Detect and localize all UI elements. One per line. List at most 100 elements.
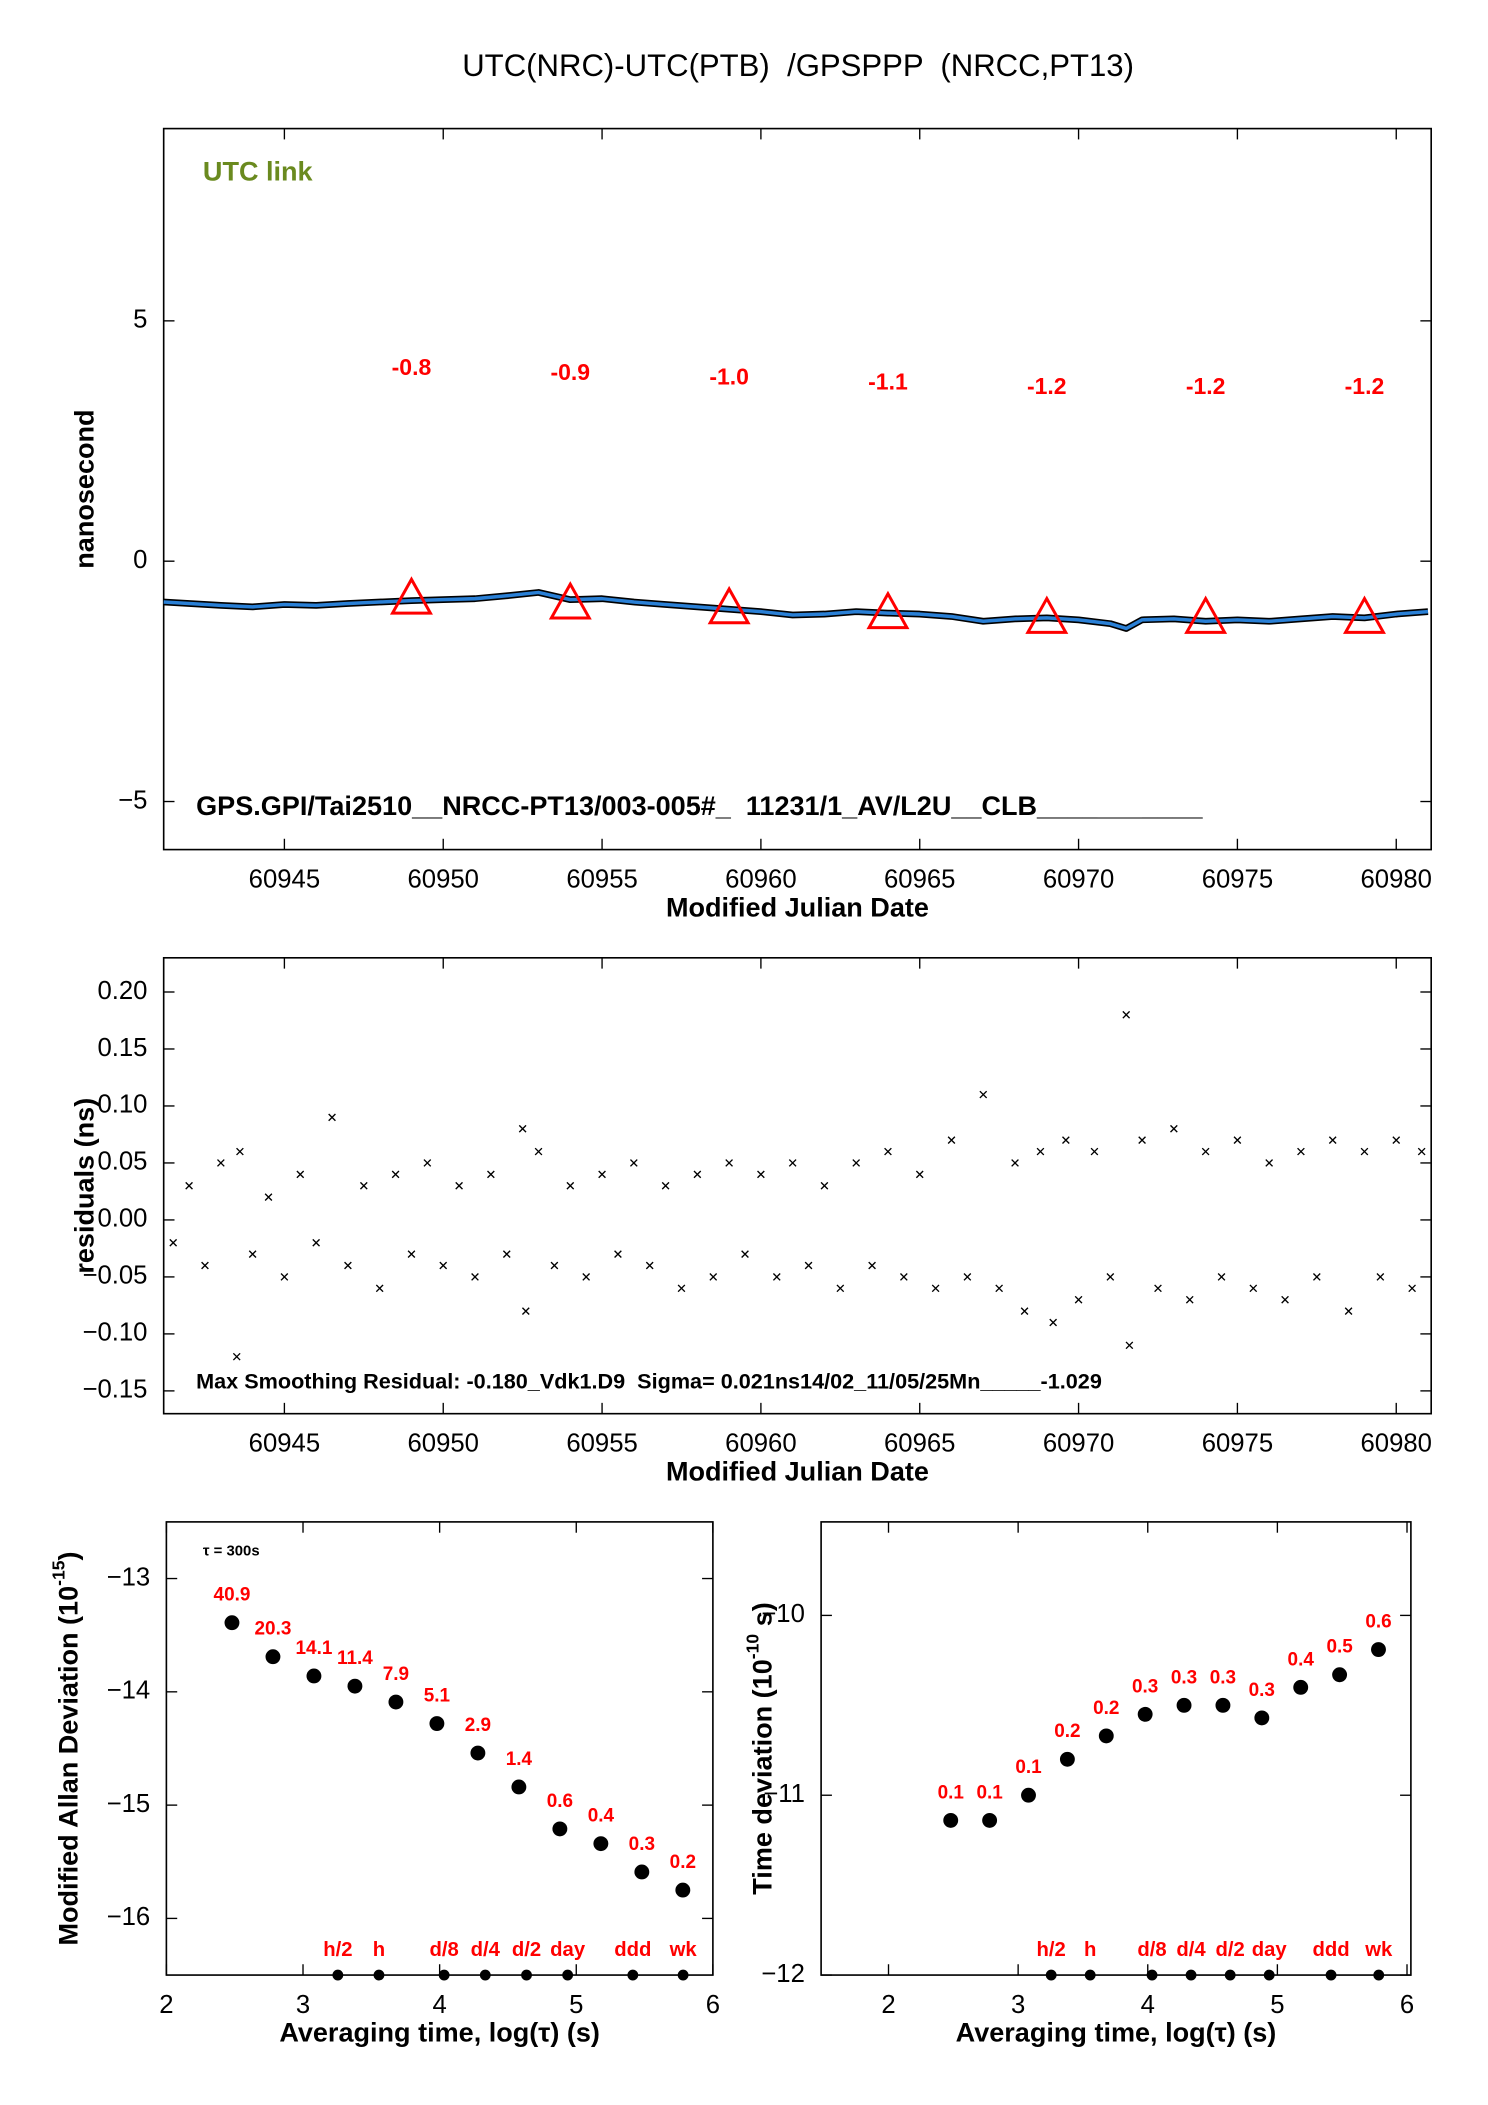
- time-marker-label: h: [373, 1939, 385, 1961]
- point-label: 11.4: [337, 1648, 373, 1669]
- point: [280, 1273, 289, 1281]
- plot-frame: [162, 956, 1432, 1415]
- x-tick-label: 60960: [725, 865, 796, 893]
- y-axis-label: Modified Allan Deviation (10-15): [48, 1551, 83, 1945]
- point: [201, 1261, 209, 1270]
- point-label: 0.4: [588, 1806, 615, 1827]
- point: [1312, 1273, 1321, 1281]
- y-tick-label: 0.20: [97, 977, 147, 1005]
- marker-label: -1.0: [709, 364, 749, 390]
- x-tick-label: 3: [1011, 1991, 1025, 2019]
- time-marker-label: day: [1252, 1939, 1288, 1961]
- x-tick-label: 60955: [566, 1430, 637, 1458]
- x-tick-label: 6: [706, 1991, 720, 2019]
- point-label: 0.1: [1015, 1757, 1041, 1778]
- x-tick-label: 60965: [884, 1430, 955, 1458]
- point: [521, 1307, 530, 1315]
- x-tick-label: 5: [1270, 1991, 1284, 2019]
- point: [725, 1159, 733, 1167]
- point: [232, 1352, 241, 1361]
- point: [217, 1159, 225, 1167]
- point: [1392, 1136, 1401, 1145]
- time-marker: [1045, 1969, 1057, 1981]
- point: [1201, 1147, 1210, 1156]
- x-tick-label: 60955: [566, 865, 637, 893]
- point-label: 0.2: [670, 1852, 696, 1873]
- x-tick-label: 60970: [1043, 865, 1114, 893]
- time-marker-label: ddd: [1312, 1939, 1349, 1961]
- point: [614, 1250, 622, 1258]
- y-tick-label: −15: [107, 1790, 151, 1818]
- y-axis-label: residuals (ns): [70, 1098, 100, 1274]
- y-axis-label-suffix: ): [53, 1551, 83, 1560]
- point-label: 0.1: [976, 1782, 1002, 1803]
- time-marker-label: d/8: [1137, 1939, 1166, 1961]
- point: [1297, 1147, 1305, 1156]
- point-label: 0.6: [1365, 1612, 1391, 1633]
- point: [884, 1147, 892, 1156]
- point: [820, 1181, 829, 1190]
- y-tick-label: −0.15: [82, 1376, 147, 1404]
- point: [1138, 1136, 1146, 1145]
- point-label: 0.3: [1249, 1680, 1275, 1701]
- point: [1293, 1679, 1309, 1695]
- time-marker: [1263, 1969, 1275, 1981]
- point: [804, 1261, 813, 1270]
- point: [185, 1181, 193, 1190]
- point: [518, 1124, 527, 1133]
- point: [1137, 1706, 1153, 1722]
- y-tick-label: −11: [763, 1780, 805, 1808]
- time-marker-label: d/8: [429, 1939, 458, 1961]
- y-axis-label: nanosecond: [70, 409, 100, 568]
- y-tick-label: 0.10: [97, 1091, 147, 1119]
- point-label: 0.3: [1171, 1667, 1197, 1688]
- point: [1217, 1273, 1226, 1281]
- marker-triangle: [548, 581, 592, 620]
- point: [534, 1147, 543, 1156]
- y-tick-label: −5: [118, 786, 147, 814]
- point: [931, 1284, 940, 1293]
- marker-triangle: [1025, 595, 1069, 634]
- y-tick-label: 0.00: [97, 1205, 147, 1233]
- point: [296, 1170, 305, 1179]
- time-marker-label: ddd: [614, 1939, 651, 1961]
- annotation: UTC link: [203, 156, 314, 186]
- point: [1185, 1295, 1194, 1304]
- x-axis-label: Modified Julian Date: [666, 892, 929, 922]
- plot-frame: [820, 1521, 1412, 1976]
- point: [852, 1159, 861, 1167]
- marker-label: -1.2: [1345, 373, 1385, 399]
- point: [1328, 1136, 1337, 1145]
- point: [550, 1261, 559, 1270]
- point: [1215, 1697, 1231, 1713]
- point: [1170, 1124, 1178, 1133]
- point: [593, 1836, 609, 1852]
- point-label: 0.3: [1132, 1676, 1158, 1697]
- point: [471, 1273, 479, 1281]
- point: [552, 1821, 568, 1837]
- point-label: 5.1: [424, 1685, 450, 1706]
- y-tick-label: 0: [133, 546, 147, 574]
- time-marker: [562, 1969, 574, 1981]
- x-tick-label: 60945: [249, 865, 320, 893]
- point: [963, 1273, 972, 1281]
- time-marker-label: wk: [669, 1939, 698, 1961]
- time-marker: [373, 1969, 385, 1981]
- point: [1011, 1159, 1019, 1167]
- point: [511, 1779, 527, 1795]
- x-axis-label: Modified Julian Date: [666, 1456, 929, 1486]
- point: [1371, 1642, 1386, 1658]
- point: [645, 1261, 654, 1270]
- point: [1360, 1147, 1369, 1156]
- point: [388, 1694, 404, 1710]
- y-axis-label-exponent: -15: [48, 1560, 68, 1586]
- point: [1059, 1751, 1075, 1767]
- y-tick-label: −16: [107, 1903, 151, 1931]
- x-tick-label: 60950: [408, 1430, 479, 1458]
- point: [1062, 1136, 1070, 1145]
- y-axis-label-suffix: s): [747, 1602, 777, 1634]
- point: [487, 1170, 495, 1179]
- point: [1408, 1284, 1416, 1293]
- point: [391, 1170, 400, 1179]
